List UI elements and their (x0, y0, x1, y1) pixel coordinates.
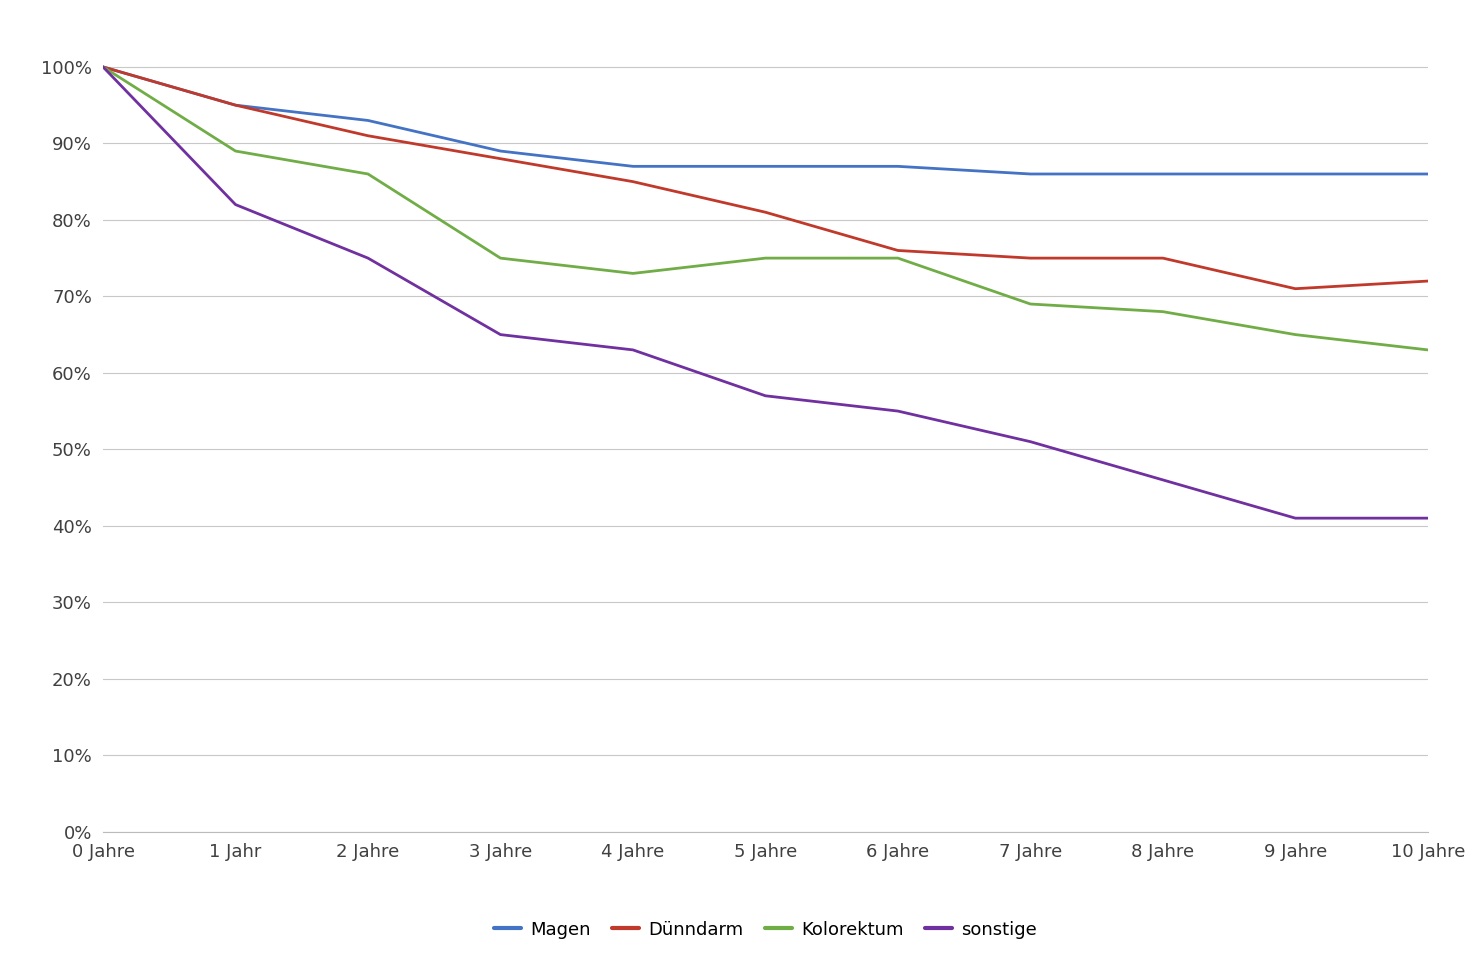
sonstige (624, 344, 642, 356)
sonstige (1287, 512, 1304, 524)
Dünndarm (1419, 275, 1437, 287)
Magen (94, 61, 112, 73)
Kolorektum (1287, 329, 1304, 340)
Magen (492, 145, 509, 157)
sonstige (889, 405, 907, 417)
Dünndarm (757, 206, 774, 218)
sonstige (492, 329, 509, 340)
Magen (889, 161, 907, 172)
Dünndarm (359, 130, 377, 141)
Magen (624, 161, 642, 172)
Kolorektum (227, 145, 244, 157)
Magen (359, 115, 377, 126)
Kolorektum (1154, 306, 1172, 317)
Line: Kolorektum: Kolorektum (103, 67, 1428, 350)
Kolorektum (359, 168, 377, 180)
Dünndarm (1287, 283, 1304, 294)
Dünndarm (94, 61, 112, 73)
Magen (1419, 168, 1437, 180)
Kolorektum (1022, 298, 1039, 310)
sonstige (1022, 436, 1039, 447)
Legend: Magen, Dünndarm, Kolorektum, sonstige: Magen, Dünndarm, Kolorektum, sonstige (493, 921, 1038, 939)
Kolorektum (1419, 344, 1437, 356)
Kolorektum (757, 252, 774, 264)
Dünndarm (889, 245, 907, 256)
Magen (1154, 168, 1172, 180)
Dünndarm (1022, 252, 1039, 264)
sonstige (359, 252, 377, 264)
Dünndarm (624, 176, 642, 187)
Line: Dünndarm: Dünndarm (103, 67, 1428, 289)
Line: Magen: Magen (103, 67, 1428, 174)
sonstige (757, 390, 774, 402)
Line: sonstige: sonstige (103, 67, 1428, 518)
Dünndarm (227, 99, 244, 111)
sonstige (227, 199, 244, 210)
Dünndarm (1154, 252, 1172, 264)
Kolorektum (624, 268, 642, 279)
Magen (227, 99, 244, 111)
sonstige (94, 61, 112, 73)
Kolorektum (94, 61, 112, 73)
Kolorektum (889, 252, 907, 264)
sonstige (1154, 474, 1172, 486)
Magen (757, 161, 774, 172)
Dünndarm (492, 153, 509, 164)
sonstige (1419, 512, 1437, 524)
Magen (1287, 168, 1304, 180)
Kolorektum (492, 252, 509, 264)
Magen (1022, 168, 1039, 180)
